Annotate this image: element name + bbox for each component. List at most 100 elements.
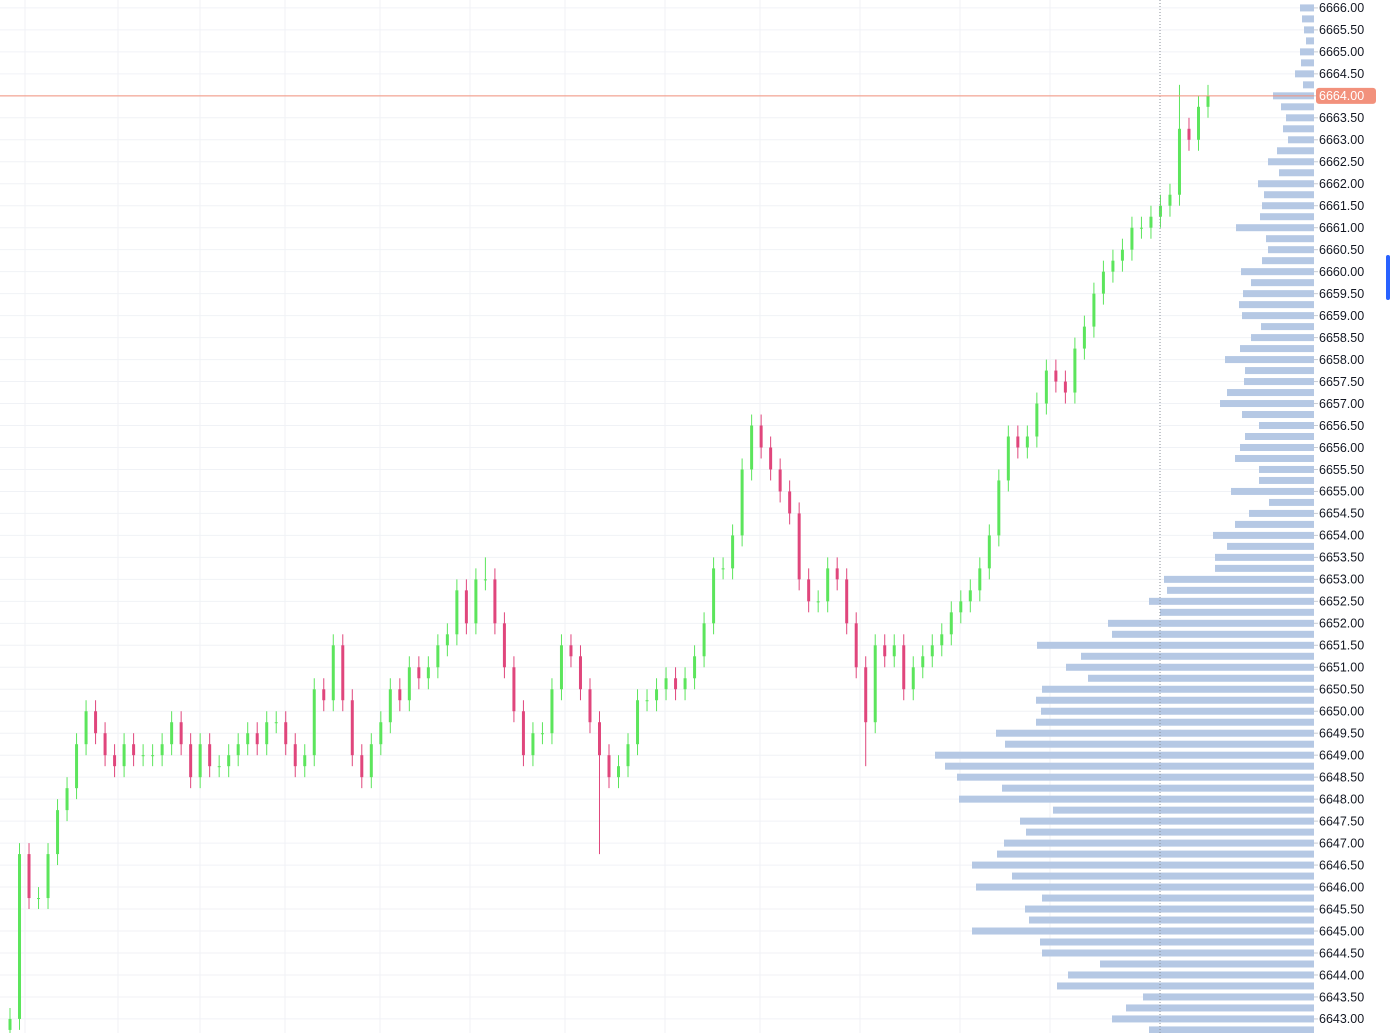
profile-bar — [1004, 839, 1314, 847]
body — [921, 656, 925, 668]
profile-bar — [1259, 465, 1314, 473]
body — [769, 447, 773, 470]
body — [512, 667, 516, 712]
y-tick-label: 6662.00 — [1319, 177, 1364, 191]
profile-bar — [1041, 707, 1314, 715]
body — [65, 788, 69, 811]
profile-bar — [1231, 487, 1314, 495]
profile-bar — [1112, 1015, 1314, 1023]
profile-bar — [972, 927, 1314, 935]
body — [816, 601, 820, 603]
body — [987, 535, 991, 569]
y-tick-label: 6644.00 — [1319, 968, 1364, 982]
body — [1177, 128, 1181, 195]
profile-bar — [1225, 356, 1314, 364]
profile-bar — [1261, 323, 1314, 331]
body — [1006, 436, 1010, 481]
body — [559, 645, 563, 690]
candles — [8, 84, 1210, 1033]
profile-bar — [1283, 125, 1314, 133]
body — [1130, 227, 1134, 250]
body — [550, 689, 554, 734]
profile-bar — [1227, 389, 1314, 397]
body — [474, 579, 478, 624]
body — [1196, 106, 1200, 140]
body — [531, 733, 535, 756]
profile-bar — [1251, 279, 1314, 287]
profile-bar — [1242, 312, 1314, 320]
y-tick-label: 6665.50 — [1319, 23, 1364, 37]
body — [1044, 370, 1048, 404]
body — [949, 612, 953, 635]
y-tick-label: 6665.00 — [1319, 45, 1364, 59]
body — [740, 469, 744, 536]
body — [75, 744, 79, 789]
body — [8, 1018, 12, 1030]
profile-bar — [1269, 498, 1314, 506]
body — [788, 491, 792, 514]
y-tick-label: 6663.50 — [1319, 111, 1364, 125]
body — [103, 733, 107, 756]
profile-bar — [996, 729, 1314, 737]
profile-bar — [1300, 48, 1314, 56]
body — [407, 667, 411, 701]
body — [18, 854, 22, 1019]
profile-bar — [1235, 454, 1314, 462]
profile-bar — [1036, 696, 1314, 704]
y-tick-label: 6656.00 — [1319, 441, 1364, 455]
body — [731, 535, 735, 569]
body — [388, 689, 392, 723]
profile-bar — [1081, 652, 1314, 660]
y-tick-label: 6647.00 — [1319, 836, 1364, 850]
body — [968, 590, 972, 602]
profile-bar — [1242, 411, 1314, 419]
profile-bar — [1026, 828, 1314, 836]
profile-bar — [1288, 136, 1314, 144]
profile-bar — [1240, 443, 1314, 451]
body — [664, 678, 668, 690]
profile-bar — [1245, 432, 1314, 440]
y-tick-label: 6660.00 — [1319, 265, 1364, 279]
y-tick-label: 6653.00 — [1319, 573, 1364, 587]
profile-bar — [997, 850, 1314, 858]
body — [1149, 216, 1153, 228]
body — [997, 480, 1001, 536]
body — [588, 689, 592, 723]
y-tick-label: 6645.50 — [1319, 902, 1364, 916]
body — [902, 645, 906, 690]
profile-bar — [1149, 1026, 1314, 1033]
profile-bar — [1236, 224, 1314, 232]
profile-bar — [935, 751, 1314, 759]
profile-bar — [1042, 685, 1314, 693]
profile-bar — [972, 861, 1314, 869]
profile-bar — [1235, 520, 1314, 528]
profile-bar — [1020, 817, 1314, 825]
body — [227, 755, 231, 767]
profile-bar — [976, 883, 1314, 891]
profile-bar — [1088, 674, 1314, 682]
profile-bar — [1266, 235, 1314, 243]
profile-bar — [1259, 422, 1314, 430]
y-tick-label: 6655.50 — [1319, 463, 1364, 477]
body — [1168, 194, 1172, 206]
body — [826, 568, 830, 602]
profile-bar — [1220, 400, 1314, 408]
body — [626, 744, 630, 767]
body — [778, 469, 782, 492]
y-tick-label: 6644.50 — [1319, 946, 1364, 960]
profile-bar — [1243, 290, 1314, 298]
body — [750, 425, 754, 470]
side-tab[interactable] — [1386, 255, 1390, 300]
body — [797, 513, 801, 580]
body — [721, 568, 725, 570]
body — [265, 722, 269, 745]
y-tick-label: 6666.00 — [1319, 1, 1364, 15]
body — [369, 744, 373, 778]
profile-bar — [1149, 597, 1314, 605]
body — [569, 645, 573, 657]
profile-bar — [1302, 15, 1314, 23]
body — [702, 623, 706, 657]
y-tick-label: 6648.00 — [1319, 792, 1364, 806]
y-tick-label: 6643.00 — [1319, 1012, 1364, 1026]
profile-bar — [1268, 158, 1314, 166]
